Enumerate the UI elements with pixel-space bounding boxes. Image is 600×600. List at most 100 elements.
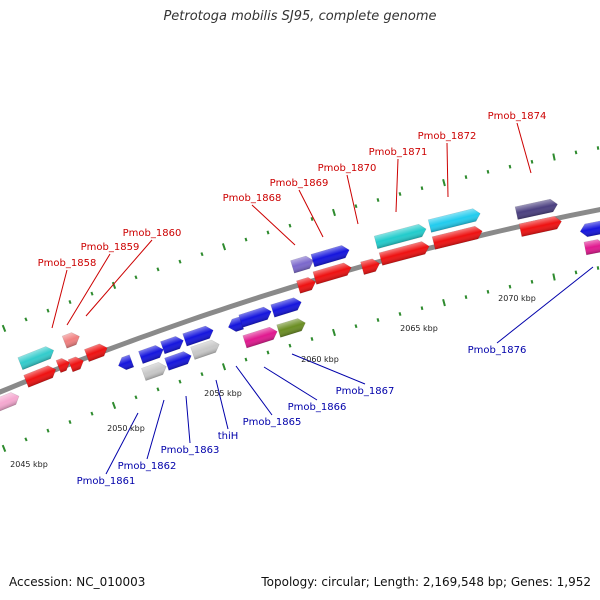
gene-feature (579, 220, 600, 238)
tick-mark-top (332, 208, 336, 217)
gene-shade (580, 220, 600, 237)
ruler-label: 2050 kbp (107, 424, 145, 433)
gene-feature (373, 223, 427, 250)
gene-label-bottom: Pmob_1876 (468, 345, 527, 356)
gene-shade (182, 326, 214, 347)
gene-feature (583, 239, 600, 256)
gene-shade (428, 208, 481, 233)
gene-shade (432, 226, 483, 250)
tick-mark-bottom (420, 306, 424, 311)
gene-shade (138, 345, 164, 364)
gene-shade (242, 327, 278, 349)
tick-mark-top (574, 150, 578, 155)
gene-feature (164, 351, 192, 371)
tick-mark-bottom (200, 372, 204, 377)
ruler-label: 2045 kbp (10, 460, 48, 469)
gene-shade (141, 362, 167, 381)
tick-mark-bottom (266, 350, 270, 355)
tick-mark-top (354, 204, 358, 209)
ruler-labels: 2045 kbp 2050 kbp 2055 kbp 2060 kbp 2065 kbp… (10, 294, 536, 469)
leader-line (395, 158, 399, 213)
gene-feature (310, 245, 350, 268)
leader-line (146, 399, 165, 460)
gene-label-top: Pmob_1869 (270, 178, 329, 189)
leader-line (496, 266, 594, 344)
gene-label-top: Pmob_1872 (418, 131, 477, 142)
tick-mark-top (221, 243, 227, 251)
gene-label-bottom: Pmob_1861 (77, 476, 136, 487)
gene-shade (310, 245, 350, 267)
tick-mark-top (156, 267, 160, 272)
tick-mark-top (266, 230, 270, 235)
tick-mark-bottom (46, 428, 50, 433)
tick-mark-top (596, 146, 600, 150)
tick-mark-top (398, 192, 402, 196)
tick-mark-top (552, 153, 556, 161)
leader-line (105, 412, 139, 475)
gene-feature (118, 354, 135, 371)
gene-feature (296, 277, 317, 294)
gene-shade (190, 340, 220, 360)
gene-feature (427, 208, 481, 233)
tick-mark-top (46, 308, 50, 313)
gene-feature (61, 332, 80, 349)
gene-label-bottom: Pmob_1863 (161, 445, 220, 456)
gene-feature (514, 198, 558, 220)
gene-label-bottom: Pmob_1862 (118, 461, 177, 472)
ruler-label: 2055 kbp (204, 389, 242, 398)
gene-feature (190, 339, 220, 360)
tick-mark-bottom (111, 401, 117, 410)
tick-mark-top (178, 259, 182, 264)
gene-feature (431, 225, 483, 250)
gene-feature (242, 326, 278, 349)
gene-feature (17, 346, 55, 371)
gene-feature (312, 262, 352, 285)
gene-shade (238, 307, 272, 328)
tick-mark-bottom (398, 312, 402, 316)
tick-mark-bottom (134, 395, 138, 400)
gene-feature (290, 255, 314, 274)
gene-feature (84, 343, 108, 363)
map-title: Petrotoga mobilis SJ95, complete genome (163, 9, 437, 24)
gene-feature (238, 306, 272, 328)
tick-mark-top (442, 178, 446, 187)
gene-feature (182, 325, 214, 347)
tick-mark-bottom (530, 279, 534, 284)
tick-mark-top (310, 217, 314, 221)
gene-shade (374, 224, 427, 249)
tick-mark-bottom (596, 266, 600, 270)
leader-line (51, 269, 68, 329)
tick-mark-top (376, 198, 380, 202)
gene-shade (228, 316, 244, 332)
tick-mark-top (1, 324, 7, 332)
gene-shade (17, 346, 54, 370)
tick-mark-bottom (178, 379, 182, 384)
leader-line (185, 395, 191, 444)
gene-label-top: Pmob_1868 (223, 193, 282, 204)
tick-mark-bottom (486, 289, 490, 294)
tick-mark-bottom (221, 363, 227, 371)
ruler-label: 2065 kbp (400, 324, 438, 333)
tick-mark-bottom (376, 318, 380, 322)
tick-mark-top (288, 223, 292, 228)
gene-shade (290, 256, 314, 274)
gene-feature (378, 241, 430, 266)
gene-shade (296, 277, 316, 294)
gene-shade (23, 365, 56, 388)
gene-feature (160, 335, 184, 355)
tick-mark-top (68, 300, 72, 305)
gene-label-top: Pmob_1870 (318, 163, 377, 174)
tick-mark-bottom (288, 343, 292, 348)
gene-feature (518, 215, 562, 237)
tick-mark-top (134, 275, 138, 280)
gene-label-bottom: Pmob_1867 (336, 386, 395, 397)
tick-mark-top (111, 281, 117, 290)
tick-mark-top (244, 237, 248, 242)
gene-shade (379, 241, 430, 266)
tick-mark-bottom (464, 295, 468, 300)
tick-mark-bottom (244, 357, 248, 362)
gene-label-top: Pmob_1859 (81, 242, 140, 253)
gene-shade (62, 332, 80, 349)
gene-feature (138, 345, 164, 365)
